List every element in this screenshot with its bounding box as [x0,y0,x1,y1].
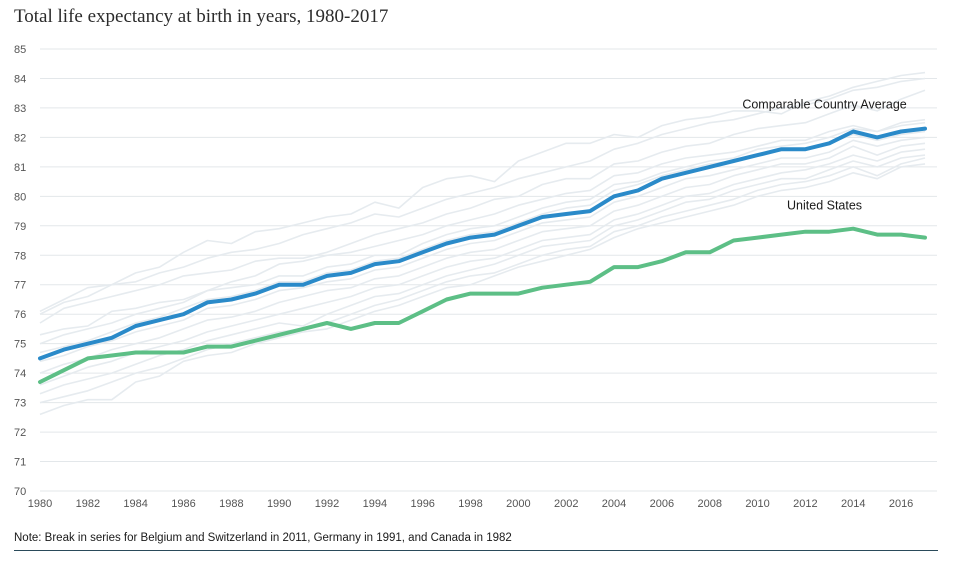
x-tick-label: 2004 [602,498,626,510]
x-tick-label: 2008 [697,498,721,510]
x-tick-label: 2012 [793,498,817,510]
x-tick-label: 1996 [410,498,434,510]
x-tick-label: 1988 [219,498,243,510]
series-label-united-states: United States [787,199,862,213]
x-tick-label: 2014 [841,498,865,510]
x-tick-label: 2016 [889,498,913,510]
x-tick-label: 1984 [123,498,147,510]
y-tick-label: 73 [14,398,26,410]
x-tick-label: 1998 [458,498,482,510]
x-tick-label: 1986 [171,498,195,510]
note-divider [14,550,938,551]
y-tick-label: 80 [14,191,26,203]
series-label-comparable-country-average: Comparable Country Average [742,98,906,112]
y-tick-label: 79 [14,221,26,233]
series-line-comparable-country-average [40,129,925,359]
x-tick-label: 1990 [267,498,291,510]
y-tick-label: 82 [14,132,26,144]
x-tick-label: 1982 [76,498,100,510]
x-tick-label: 2006 [650,498,674,510]
chart-note: Note: Break in series for Belgium and Sw… [14,532,512,544]
y-tick-label: 85 [14,44,26,56]
y-axis-ticks: 70 71 72 73 74 75 76 77 78 79 80 81 82 83 84 85 [14,44,26,498]
y-tick-label: 70 [14,486,26,498]
y-tick-label: 83 [14,103,26,115]
x-tick-label: 2002 [554,498,578,510]
x-axis-ticks: 1980 1982 1984 1986 1988 1990 1992 1994 1996 1998… [28,498,914,510]
y-tick-label: 71 [14,457,26,469]
y-tick-label: 76 [14,309,26,321]
background-country-lines [40,73,925,415]
y-tick-label: 75 [14,339,26,351]
y-tick-label: 78 [14,250,26,262]
line-chart: 70717273747576777879808182838485 1980 198… [0,0,977,567]
y-tick-label: 77 [14,280,26,292]
x-tick-label: 1994 [363,498,387,510]
y-tick-label: 74 [14,368,26,380]
y-tick-label: 81 [14,162,26,174]
x-tick-label: 2000 [506,498,530,510]
y-tick-label: 84 [14,73,26,85]
y-tick-label: 72 [14,427,26,439]
x-tick-label: 2010 [745,498,769,510]
x-tick-label: 1980 [28,498,52,510]
x-tick-label: 1992 [315,498,339,510]
